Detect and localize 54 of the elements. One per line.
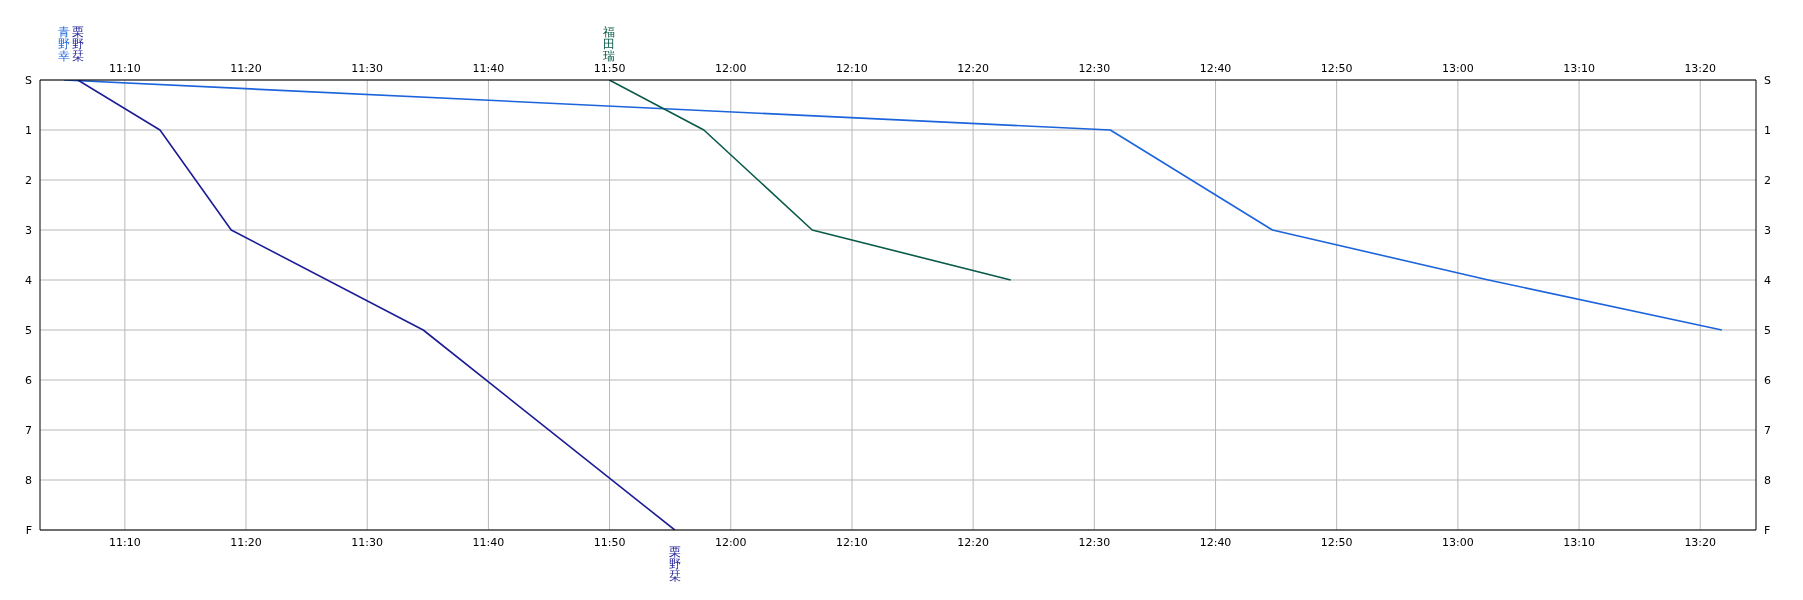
y-tick-label: 2 bbox=[25, 173, 32, 187]
y2-tick-label: 5 bbox=[1764, 323, 1771, 337]
x2-tick-label: 13:00 bbox=[1442, 535, 1474, 549]
series-label: 福田瑞 bbox=[603, 25, 616, 63]
line-series bbox=[608, 80, 1012, 281]
y2-tick-label: S bbox=[1764, 73, 1771, 87]
x2-tick-label: 12:00 bbox=[714, 535, 747, 549]
x-tick-label: 11:20 bbox=[230, 62, 262, 75]
x-tick-label: 12:40 bbox=[1199, 62, 1232, 75]
x-tick-label: 13:20 bbox=[1684, 62, 1717, 75]
series-label: 栗野栞 bbox=[668, 545, 681, 583]
x2-tick-label: 12:30 bbox=[1078, 535, 1111, 549]
x2-tick-label: 13:20 bbox=[1684, 535, 1717, 549]
y-tick-label: 8 bbox=[25, 473, 32, 487]
x-tick-label: 12:00 bbox=[714, 62, 747, 75]
y-tick-label: 1 bbox=[25, 123, 32, 137]
x2-tick-label: 11:30 bbox=[351, 535, 384, 549]
x-tick-label: 11:50 bbox=[593, 62, 626, 75]
x-tick-label: 12:20 bbox=[957, 62, 989, 75]
y2-tick-label: 3 bbox=[1764, 223, 1771, 237]
y-tick-label: 3 bbox=[25, 223, 32, 237]
y-tick-label: 6 bbox=[25, 373, 32, 387]
x2-tick-label: 11:50 bbox=[593, 535, 626, 549]
x2-tick-label: 12:10 bbox=[836, 535, 868, 549]
x2-tick-label: 11:40 bbox=[472, 535, 505, 549]
x-tick-label: 13:00 bbox=[1442, 62, 1474, 75]
y-tick-label: 5 bbox=[25, 323, 32, 337]
y-tick-label: 4 bbox=[25, 273, 32, 287]
x-tick-label: 11:10 bbox=[109, 62, 141, 75]
series-label: 青野幸 bbox=[57, 25, 70, 63]
y2-tick-label: 4 bbox=[1764, 273, 1771, 287]
text: 栗野栞 bbox=[71, 25, 84, 63]
x-tick-label: 12:30 bbox=[1078, 62, 1111, 75]
y2-tick-label: 8 bbox=[1764, 473, 1771, 487]
y-tick-label: S bbox=[25, 73, 33, 87]
x2-tick-label: 12:50 bbox=[1320, 535, 1353, 549]
x2-tick-label: 11:10 bbox=[109, 535, 141, 549]
y2-tick-label: 7 bbox=[1764, 423, 1771, 437]
x2-tick-label: 12:40 bbox=[1199, 535, 1232, 549]
x-tick-label: 11:40 bbox=[472, 62, 505, 75]
line-series bbox=[77, 80, 676, 530]
y-tick-label: 7 bbox=[25, 423, 32, 437]
y2-tick-label: 6 bbox=[1764, 373, 1771, 387]
y2-tick-label: 2 bbox=[1764, 173, 1771, 187]
x2-tick-label: 12:20 bbox=[957, 535, 989, 549]
x2-tick-label: 13:10 bbox=[1563, 535, 1595, 549]
x-tick-label: 11:30 bbox=[351, 62, 384, 75]
x-tick-label: 12:10 bbox=[836, 62, 868, 75]
x-tick-label: 12:50 bbox=[1320, 62, 1353, 75]
y2-tick-label: F bbox=[1764, 523, 1771, 537]
y2-tick-label: 1 bbox=[1764, 123, 1771, 137]
y-tick-label: F bbox=[25, 523, 32, 537]
x-tick-label: 13:10 bbox=[1563, 62, 1595, 75]
x2-tick-label: 11:20 bbox=[230, 535, 262, 549]
